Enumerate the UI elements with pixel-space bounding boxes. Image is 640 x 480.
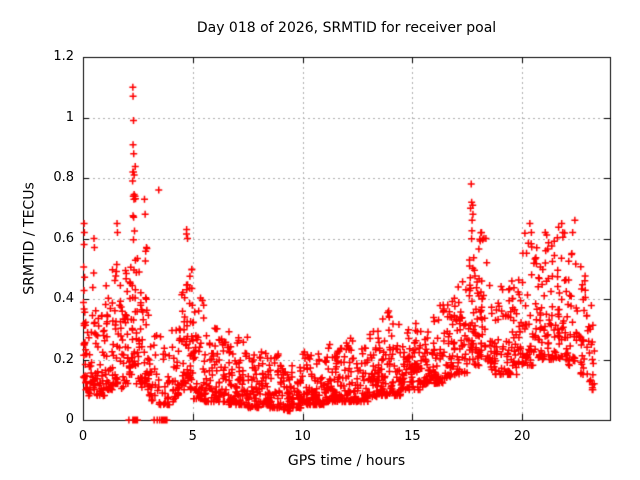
x-tick-label: 10 bbox=[294, 429, 311, 444]
y-tick-label: 0.6 bbox=[53, 230, 74, 246]
y-tick-label: 0.4 bbox=[53, 291, 74, 306]
chart-title: Day 018 of 2026, SRMTID for receiver poa… bbox=[196, 20, 497, 36]
x-axis-label: GPS time / hours bbox=[287, 453, 406, 469]
y-tick-label: 0.8 bbox=[53, 170, 74, 185]
x-tick-label: 20 bbox=[513, 429, 531, 444]
x-tick-label: 0 bbox=[78, 429, 88, 444]
y-tick-label: 1 bbox=[65, 109, 74, 125]
y-tick-label: 1.2 bbox=[53, 49, 74, 64]
y-tick-label: 0 bbox=[65, 412, 74, 427]
x-tick-label: 5 bbox=[188, 429, 197, 444]
y-tick-label: 0.2 bbox=[53, 351, 74, 367]
x-tick-label: 15 bbox=[404, 429, 421, 444]
